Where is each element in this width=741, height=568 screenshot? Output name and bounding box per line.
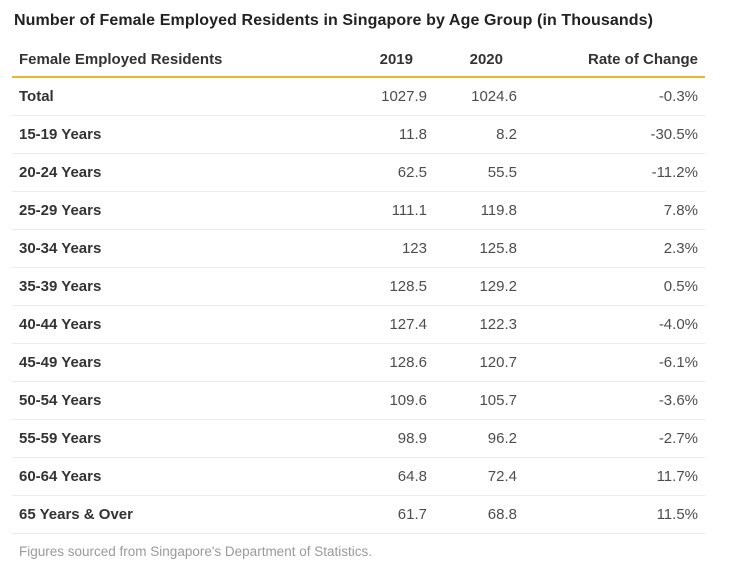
value-rate: -2.7% bbox=[524, 419, 705, 458]
value-rate: -3.6% bbox=[524, 381, 705, 420]
value-rate: 0.5% bbox=[524, 267, 705, 306]
row-label: Total bbox=[12, 77, 329, 116]
row-label: 45-49 Years bbox=[12, 343, 329, 382]
page-title: Number of Female Employed Residents in S… bbox=[14, 12, 654, 29]
column-header-rate: Rate of Change bbox=[524, 31, 705, 78]
column-header-residents: Female Employed Residents bbox=[12, 31, 329, 78]
value-2020: 1024.6 bbox=[434, 77, 524, 116]
row-label: 40-44 Years bbox=[12, 305, 329, 344]
value-rate: -6.1% bbox=[524, 343, 705, 382]
row-label: 50-54 Years bbox=[12, 381, 329, 420]
table-row-35-39: 35-39 Years 128.5 129.2 0.5% bbox=[12, 267, 705, 306]
value-2020: 120.7 bbox=[434, 343, 524, 382]
value-2020: 105.7 bbox=[434, 381, 524, 420]
value-2019: 98.9 bbox=[329, 419, 434, 458]
value-rate: 11.7% bbox=[524, 457, 705, 496]
table-row-20-24: 20-24 Years 62.5 55.5 -11.2% bbox=[12, 153, 705, 192]
table-row-45-49: 45-49 Years 128.6 120.7 -6.1% bbox=[12, 343, 705, 382]
table-row-60-64: 60-64 Years 64.8 72.4 11.7% bbox=[12, 457, 705, 496]
row-label: 35-39 Years bbox=[12, 267, 329, 306]
source-note: Figures sourced from Singapore's Departm… bbox=[19, 544, 372, 559]
value-2019: 109.6 bbox=[329, 381, 434, 420]
value-2020: 8.2 bbox=[434, 115, 524, 154]
value-rate: -0.3% bbox=[524, 77, 705, 116]
value-2020: 122.3 bbox=[434, 305, 524, 344]
value-2019: 123 bbox=[329, 229, 434, 268]
table-row-15-19: 15-19 Years 11.8 8.2 -30.5% bbox=[12, 115, 705, 154]
row-label: 65 Years & Over bbox=[12, 495, 329, 534]
table-row-55-59: 55-59 Years 98.9 96.2 -2.7% bbox=[12, 419, 705, 458]
row-label: 60-64 Years bbox=[12, 457, 329, 496]
row-label: 30-34 Years bbox=[12, 229, 329, 268]
value-2020: 125.8 bbox=[434, 229, 524, 268]
value-2019: 127.4 bbox=[329, 305, 434, 344]
value-2020: 119.8 bbox=[434, 191, 524, 230]
value-2019: 11.8 bbox=[329, 115, 434, 154]
value-rate: 2.3% bbox=[524, 229, 705, 268]
table-row-40-44: 40-44 Years 127.4 122.3 -4.0% bbox=[12, 305, 705, 344]
value-rate: -4.0% bbox=[524, 305, 705, 344]
value-2019: 111.1 bbox=[329, 191, 434, 230]
column-header-2019: 2019 bbox=[329, 31, 434, 78]
value-2019: 62.5 bbox=[329, 153, 434, 192]
value-2019: 128.5 bbox=[329, 267, 434, 306]
value-2020: 72.4 bbox=[434, 457, 524, 496]
table-row-total: Total 1027.9 1024.6 -0.3% bbox=[12, 77, 705, 116]
table-row-25-29: 25-29 Years 111.1 119.8 7.8% bbox=[12, 191, 705, 230]
value-2019: 61.7 bbox=[329, 495, 434, 534]
row-label: 25-29 Years bbox=[12, 191, 329, 230]
value-2019: 64.8 bbox=[329, 457, 434, 496]
table-row-30-34: 30-34 Years 123 125.8 2.3% bbox=[12, 229, 705, 268]
column-header-2020: 2020 bbox=[434, 31, 524, 78]
value-2019: 1027.9 bbox=[329, 77, 434, 116]
value-rate: -11.2% bbox=[524, 153, 705, 192]
value-2020: 55.5 bbox=[434, 153, 524, 192]
value-2020: 68.8 bbox=[434, 495, 524, 534]
row-label: 20-24 Years bbox=[12, 153, 329, 192]
table-row-65-over: 65 Years & Over 61.7 68.8 11.5% bbox=[12, 495, 705, 534]
data-table: Female Employed Residents 2019 2020 Rate… bbox=[12, 31, 705, 534]
value-2020: 96.2 bbox=[434, 419, 524, 458]
value-rate: 7.8% bbox=[524, 191, 705, 230]
value-2020: 129.2 bbox=[434, 267, 524, 306]
table-row-50-54: 50-54 Years 109.6 105.7 -3.6% bbox=[12, 381, 705, 420]
value-rate: 11.5% bbox=[524, 495, 705, 534]
header-row: Female Employed Residents 2019 2020 Rate… bbox=[12, 31, 705, 78]
row-label: 55-59 Years bbox=[12, 419, 329, 458]
row-label: 15-19 Years bbox=[12, 115, 329, 154]
value-2019: 128.6 bbox=[329, 343, 434, 382]
value-rate: -30.5% bbox=[524, 115, 705, 154]
